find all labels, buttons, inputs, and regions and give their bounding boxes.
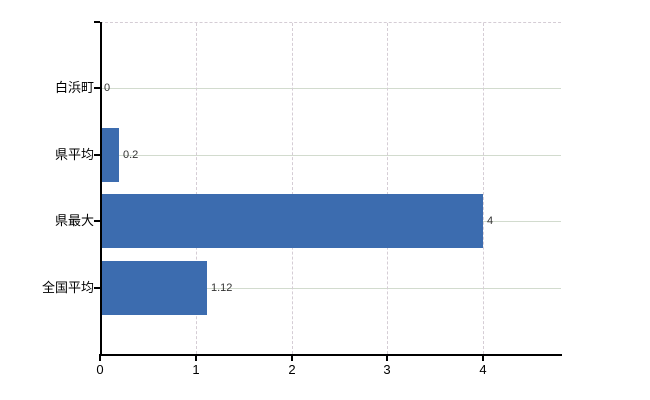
category-label: 全国平均 — [41, 280, 94, 295]
x-axis-tick — [99, 356, 101, 361]
x-axis-tick — [482, 356, 484, 361]
x-axis-tick — [386, 356, 388, 361]
x-axis-tick — [291, 356, 293, 361]
x-axis-line — [99, 354, 562, 356]
vertical-gridline — [292, 23, 293, 354]
horizontal-gridline — [102, 288, 561, 289]
vertical-gridline — [196, 23, 197, 354]
y-axis-tick — [94, 87, 100, 89]
x-tick-label: 1 — [192, 362, 200, 377]
vertical-gridline — [483, 23, 484, 354]
plot-top-border — [100, 22, 561, 23]
horizontal-gridline — [102, 155, 561, 156]
value-label: 0.2 — [123, 149, 139, 161]
category-label: 白浜町 — [54, 80, 94, 95]
x-tick-label: 2 — [288, 362, 296, 377]
x-tick-label: 3 — [383, 362, 391, 377]
vertical-gridline — [387, 23, 388, 354]
category-label: 県平均 — [54, 147, 94, 162]
x-axis-tick — [195, 356, 197, 361]
x-tick-label: 4 — [479, 362, 487, 377]
y-axis-tick — [94, 220, 100, 222]
y-axis-end-tick — [94, 21, 100, 23]
bar-全国平均 — [102, 261, 207, 315]
y-axis-line — [100, 22, 102, 356]
y-axis-tick — [94, 287, 100, 289]
bar-県最大 — [102, 194, 483, 248]
value-label: 0 — [104, 82, 111, 94]
bar-県平均 — [102, 128, 119, 182]
value-label: 4 — [487, 215, 494, 227]
horizontal-gridline — [102, 88, 561, 89]
value-label: 1.12 — [211, 282, 233, 294]
x-tick-label: 0 — [96, 362, 104, 377]
y-axis-tick — [94, 154, 100, 156]
category-label: 県最大 — [54, 213, 94, 228]
